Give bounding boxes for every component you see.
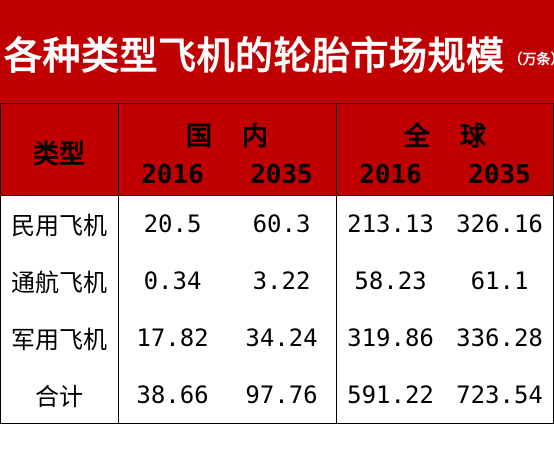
- row-label: 军用飞机: [11, 326, 107, 354]
- cell-global-2035: 326.16: [456, 209, 543, 238]
- table-row-civil: 民用飞机 20.5 60.3 213.13 326.16: [0, 195, 554, 252]
- cell-global-2016: 58.23: [354, 266, 427, 295]
- cell-domestic-2016: 0.34: [143, 266, 202, 295]
- table-row-total: 合计 38.66 97.76 591.22 723.54: [0, 366, 554, 423]
- column-divider-type: [118, 103, 119, 424]
- cell-global-2035: 61.1: [470, 266, 529, 295]
- table-row-military: 军用飞机 17.82 34.24 319.86 336.28: [0, 309, 554, 366]
- header-bottom-rule: [0, 195, 554, 196]
- cell-domestic-2035: 97.76: [245, 380, 318, 409]
- unit-label: （万条）: [508, 52, 554, 68]
- cell-domestic-2035: 3.22: [252, 266, 311, 295]
- cell-global-2035: 336.28: [456, 323, 543, 352]
- cell-domestic-2016: 17.82: [136, 323, 209, 352]
- header-top-rule: [0, 103, 554, 104]
- header-type: 类型: [32, 140, 85, 170]
- table-header: 类型 国内 2016 2035 全球 2016 2035: [0, 104, 554, 195]
- title-bar: 各种类型飞机的轮胎市场规模 （万条）: [0, 0, 554, 104]
- row-label: 民用飞机: [11, 212, 107, 240]
- cell-global-2016: 213.13: [347, 209, 434, 238]
- header-domestic-2016: 2016: [141, 160, 204, 190]
- header-global-2035: 2035: [468, 160, 531, 190]
- cell-domestic-2016: 20.5: [143, 209, 202, 238]
- header-global: 全球: [403, 122, 516, 152]
- header-domestic: 国内: [185, 122, 298, 152]
- row-label: 通航飞机: [11, 269, 107, 297]
- table-bottom-rule: [0, 423, 554, 424]
- table-title: 各种类型飞机的轮胎市场规模: [4, 33, 505, 78]
- cell-global-2016: 319.86: [347, 323, 434, 352]
- cell-global-2016: 591.22: [347, 380, 434, 409]
- row-label: 合计: [35, 383, 83, 411]
- header-global-2016: 2016: [359, 160, 422, 190]
- cell-domestic-2016: 38.66: [136, 380, 209, 409]
- cell-domestic-2035: 60.3: [252, 209, 311, 238]
- cell-domestic-2035: 34.24: [245, 323, 318, 352]
- cell-global-2035: 723.54: [456, 380, 543, 409]
- market-size-table: 各种类型飞机的轮胎市场规模 （万条） 类型 国内 2016 2035 全球 20…: [0, 0, 554, 424]
- column-divider-group: [336, 103, 337, 424]
- header-domestic-2035: 2035: [250, 160, 313, 190]
- table-row-general-aviation: 通航飞机 0.34 3.22 58.23 61.1: [0, 252, 554, 309]
- table-left-border: [0, 103, 1, 424]
